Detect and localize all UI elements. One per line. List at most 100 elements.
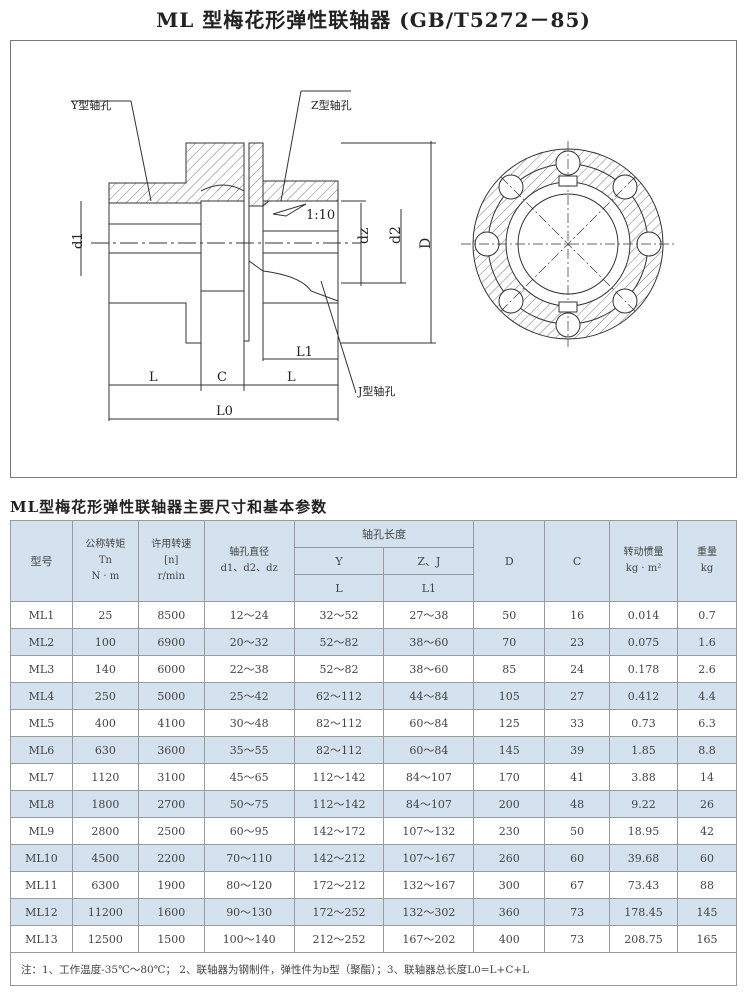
table-cell: 84～107 — [383, 763, 475, 791]
table-cell: 0.178 — [609, 655, 679, 683]
table-row: ML2 100 6900 20～32 52～82 38～60 70 23 0.075 1.6 — [10, 628, 737, 656]
table-row: ML9 2800 2500 60～95 142～172 107～132 230 50 18.95… — [10, 817, 737, 845]
table-cell: 132～167 — [383, 871, 475, 899]
table-cell: 27～38 — [383, 601, 475, 629]
table-cell: 82～112 — [293, 736, 385, 764]
table-cell: 50 — [544, 817, 611, 845]
table-cell: 360 — [473, 898, 546, 926]
table-cell: 38～60 — [383, 628, 475, 656]
label-d1: d1 — [71, 232, 86, 249]
table-cell: 4100 — [137, 709, 205, 737]
table-cell: 300 — [473, 871, 546, 899]
table-cell: 0.014 — [609, 601, 679, 629]
table-cell: 35～55 — [203, 736, 295, 764]
table-cell: 200 — [473, 790, 546, 818]
table-cell: 48 — [544, 790, 611, 818]
parameters-table: 型号 公称转矩 Tn N · m 许用转速 [n] r/min 轴孔直径 d1、d2、dz… — [10, 520, 737, 986]
table-cell: 1500 — [137, 925, 205, 953]
table-cell: ML11 — [10, 871, 73, 899]
table-cell: 6900 — [137, 628, 205, 656]
table-cell: 12～24 — [203, 601, 295, 629]
table-cell: 67 — [544, 871, 611, 899]
table-cell: 44～84 — [383, 682, 475, 710]
table-row: ML13 12500 1500 100～140 212～252 167～202 400 73 2… — [10, 925, 737, 953]
table-cell: ML9 — [10, 817, 73, 845]
table-cell: 400 — [473, 925, 546, 953]
coupling-drawing: Y型轴孔 Z型轴孔 J型轴孔 1:10 d1 dz d2 D L C L L1 … — [10, 40, 737, 478]
table-cell: 2500 — [137, 817, 205, 845]
table-cell: 145 — [473, 736, 546, 764]
table-cell: 105 — [473, 682, 546, 710]
table-cell: 12500 — [71, 925, 139, 953]
table-row: ML8 1800 2700 50～75 112～142 84～107 200 48 9.22 26 — [10, 790, 737, 818]
table-cell: 73.43 — [609, 871, 679, 899]
table-cell: ML5 — [10, 709, 73, 737]
table-cell: 73 — [544, 925, 611, 953]
table-cell: 73 — [544, 898, 611, 926]
table-cell: 630 — [71, 736, 139, 764]
table-cell: 2700 — [137, 790, 205, 818]
table-row: ML4 250 5000 25～42 62～112 44～84 105 27 0.412 4.4 — [10, 682, 737, 710]
table-cell: 172～252 — [293, 898, 385, 926]
table-cell: 172～212 — [293, 871, 385, 899]
table-cell: 2800 — [71, 817, 139, 845]
table-cell: 3100 — [137, 763, 205, 791]
end-view — [461, 141, 676, 347]
header-D: D — [473, 520, 546, 602]
table-cell: ML10 — [10, 844, 73, 872]
header-torque: 公称转矩 Tn N · m — [71, 520, 139, 602]
table-cell: 3.88 — [609, 763, 679, 791]
table-cell: 60～84 — [383, 736, 475, 764]
table-cell: ML12 — [10, 898, 73, 926]
table-cell: ML1 — [10, 601, 73, 629]
table-cell: ML2 — [10, 628, 73, 656]
table-cell: 5000 — [137, 682, 205, 710]
label-L-left: L — [149, 370, 158, 385]
header-speed: 许用转速 [n] r/min — [137, 520, 205, 602]
table-cell: 24 — [544, 655, 611, 683]
table-cell: 11200 — [71, 898, 139, 926]
table-cell: 60～84 — [383, 709, 475, 737]
table-cell: 142～172 — [293, 817, 385, 845]
label-L1: L1 — [296, 345, 313, 360]
table-cell: 23 — [544, 628, 611, 656]
table-cell: 60～95 — [203, 817, 295, 845]
table-cell: 52～82 — [293, 655, 385, 683]
header-bore: 轴孔直径 d1、d2、dz — [203, 520, 295, 602]
table-cell: ML7 — [10, 763, 73, 791]
table-cell: 1600 — [137, 898, 205, 926]
table-cell: 70 — [473, 628, 546, 656]
table-cell: 250 — [71, 682, 139, 710]
table-cell: 38～60 — [383, 655, 475, 683]
label-y-hole: Y型轴孔 — [70, 98, 111, 112]
table-row: ML3 140 6000 22～38 52～82 38～60 85 24 0.178 2.6 — [10, 655, 737, 683]
table-cell: 2.6 — [677, 655, 737, 683]
table-cell: 3600 — [137, 736, 205, 764]
table-row: ML6 630 3600 35～55 82～112 60～84 145 39 1.85 8.8 — [10, 736, 737, 764]
table-cell: 90～130 — [203, 898, 295, 926]
table-cell: 39 — [544, 736, 611, 764]
label-L0: L0 — [216, 404, 233, 419]
side-view — [71, 90, 436, 421]
header-length: 轴孔长度 — [293, 520, 475, 548]
table-cell: 88 — [677, 871, 737, 899]
table-cell: 125 — [473, 709, 546, 737]
page-title: ML 型梅花形弹性联轴器 (GB/T5272－85) — [156, 8, 591, 32]
label-dz: dz — [356, 228, 372, 244]
table-row: ML10 4500 2200 70～110 142～212 107～167 260 60 39.… — [10, 844, 737, 872]
label-d2: d2 — [388, 226, 404, 244]
header-C: C — [544, 520, 611, 602]
table-cell: ML6 — [10, 736, 73, 764]
label-z-hole: Z型轴孔 — [311, 98, 352, 112]
table-cell: 50 — [473, 601, 546, 629]
table-cell: 45～65 — [203, 763, 295, 791]
table-cell: 0.075 — [609, 628, 679, 656]
table-cell: 165 — [677, 925, 737, 953]
table-cell: ML8 — [10, 790, 73, 818]
table-cell: 1120 — [71, 763, 139, 791]
table-cell: 1900 — [137, 871, 205, 899]
table-title: ML型梅花形弹性联轴器主要尺寸和基本参数 — [10, 498, 328, 516]
table-cell: 16 — [544, 601, 611, 629]
table-row: ML11 6300 1900 80～120 172～212 132～167 300 67 73.… — [10, 871, 737, 899]
table-cell: 80～120 — [203, 871, 295, 899]
